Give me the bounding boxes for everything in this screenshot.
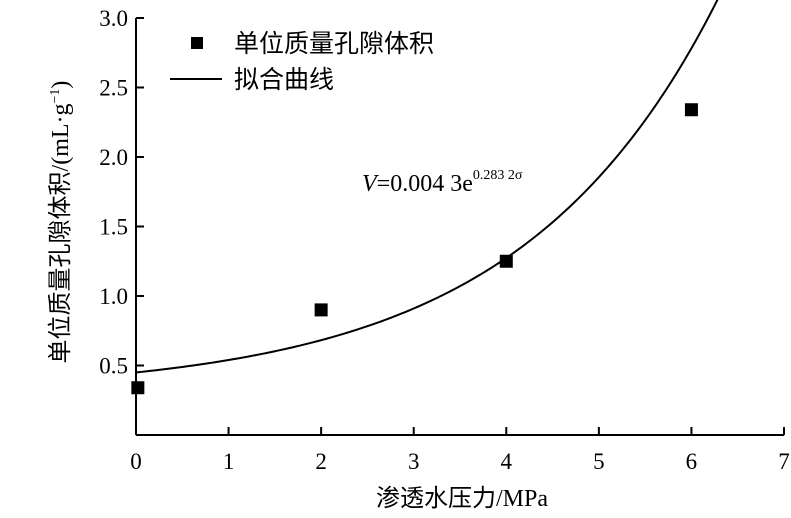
equation-body: =0.004 3e (377, 171, 473, 197)
x-tick-label: 4 (501, 449, 513, 474)
ticks (136, 17, 785, 435)
legend-label-fit: 拟合曲线 (234, 66, 334, 94)
legend-marker-square (191, 37, 203, 49)
data-point (131, 381, 145, 395)
fit-curve (135, 0, 719, 374)
x-tick-label: 2 (315, 449, 327, 474)
tick-labels: 0 1 2 3 4 5 6 7 0.5 1.0 1.5 2.0 2.5 3.0 (99, 6, 790, 474)
x-tick-label: 5 (593, 449, 605, 474)
x-tick-label: 0 (130, 449, 142, 474)
y-tick-label: 0.5 (99, 354, 128, 379)
x-tick-label: 6 (686, 449, 698, 474)
x-tick-label: 1 (223, 449, 235, 474)
y-axis-title-sup: −1 (48, 89, 63, 104)
y-tick-label: 2.5 (99, 76, 128, 101)
data-point (314, 303, 328, 317)
data-points (131, 103, 698, 395)
y-tick-label: 3.0 (99, 6, 128, 31)
x-axis-title: 渗透水压力/MPa (376, 485, 548, 512)
x-tick-label: 3 (408, 449, 420, 474)
y-tick-label: 1.5 (99, 215, 128, 240)
legend: 单位质量孔隙体积 拟合曲线 (170, 30, 434, 94)
data-point (499, 254, 513, 268)
y-axis-title-main: 单位质量孔隙体积/(mL·g (47, 103, 74, 363)
y-tick-label: 1.0 (99, 284, 128, 309)
x-tick-label: 7 (778, 449, 790, 474)
y-tick-label: 2.0 (99, 145, 128, 170)
equation-variable: V (362, 171, 379, 197)
data-point (684, 103, 698, 117)
legend-label-points: 单位质量孔隙体积 (234, 30, 434, 58)
equation-exponent: 0.283 2σ (473, 168, 523, 183)
y-axis-title: 单位质量孔隙体积/(mL·g−1) (47, 81, 74, 364)
fit-equation: V=0.004 3e0.283 2σ (362, 168, 523, 197)
y-axis-title-close: ) (48, 81, 74, 89)
